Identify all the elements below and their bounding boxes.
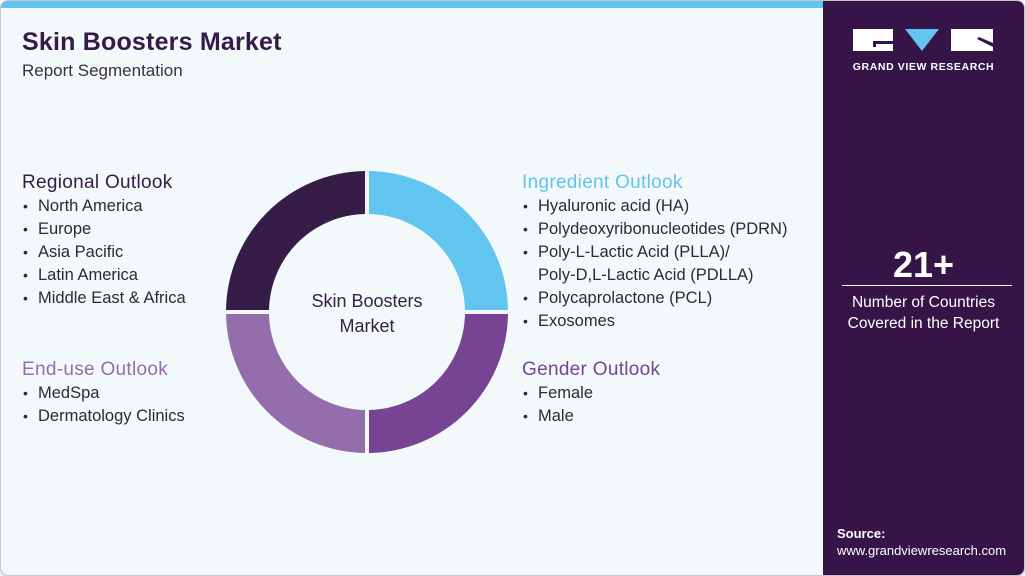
bullet-icon: •	[523, 221, 528, 237]
stat-divider	[842, 285, 1012, 286]
regional-outlook-group: Regional Outlook • North America • Europe …	[22, 171, 186, 310]
bullet-icon: •	[23, 221, 28, 237]
bullet-icon: •	[523, 385, 528, 401]
bullet-icon: •	[23, 267, 28, 283]
ingredient-outlook-group: Ingredient Outlook • Hyaluronic acid (HA)…	[522, 171, 787, 333]
list-item: • MedSpa	[22, 382, 185, 405]
list-item: • Male	[522, 405, 660, 428]
list-item: • North America	[22, 195, 186, 218]
bullet-icon: •	[23, 385, 28, 401]
ingredient-outlook-title: Ingredient Outlook	[522, 172, 683, 193]
regional-outlook-list: • North America • Europe • Asia Pacific • La…	[22, 195, 186, 310]
list-item: • Polydeoxyribonucleotides (PDRN)	[522, 218, 787, 241]
donut-center-label: Skin Boosters Market	[311, 291, 423, 336]
bullet-icon: •	[523, 244, 528, 260]
accent-bar	[1, 1, 823, 8]
source-url: www.grandviewresearch.com	[837, 543, 1007, 558]
gender-outlook-list: • Female • Male	[522, 382, 660, 428]
bullet-icon: •	[23, 244, 28, 260]
page-subtitle: Report Segmentation	[22, 61, 183, 80]
segmentation-donut	[226, 171, 508, 453]
gender-outlook-title: Gender Outlook	[522, 359, 661, 380]
bullet-icon: •	[23, 198, 28, 214]
stat-value: 21+	[892, 244, 955, 285]
grand-view-research-logo-icon	[853, 29, 993, 51]
ingredient-outlook-list: • Hyaluronic acid (HA) • Polydeoxyribonucl…	[522, 195, 787, 333]
bullet-icon: •	[23, 408, 28, 424]
list-item: • Hyaluronic acid (HA)	[522, 195, 787, 218]
list-item: • Latin America	[22, 264, 186, 287]
page-title: Skin Boosters Market	[22, 28, 282, 56]
logo-text: GRAND VIEW RESEARCH	[852, 61, 995, 73]
donut-segment-ingredient	[369, 171, 508, 310]
list-item: • Middle East & Africa	[22, 287, 186, 310]
donut-segment-gender	[369, 314, 508, 453]
gender-outlook-group: Gender Outlook • Female • Male	[522, 358, 660, 428]
list-item: • Exosomes	[522, 310, 787, 333]
end-use-outlook-title: End-use Outlook	[22, 359, 169, 380]
bullet-icon: •	[523, 290, 528, 306]
bullet-icon: •	[23, 290, 28, 306]
list-item: • Female	[522, 382, 660, 405]
source-label: Source:	[837, 526, 886, 541]
donut-segment-end-use	[226, 314, 365, 453]
bullet-icon: •	[523, 408, 528, 424]
regional-outlook-title: Regional Outlook	[22, 172, 173, 193]
end-use-outlook-group: End-use Outlook • MedSpa • Dermatology Cli…	[22, 358, 185, 428]
list-item-continuation: Poly-D,L-Lactic Acid (PDLLA)	[538, 266, 754, 284]
list-item: • Polycaprolactone (PCL)	[522, 287, 787, 310]
bullet-icon: •	[523, 313, 528, 329]
donut-segment-regional	[226, 171, 365, 310]
list-item: • Dermatology Clinics	[22, 405, 185, 428]
bullet-icon: •	[523, 198, 528, 214]
list-item: • Europe	[22, 218, 186, 241]
list-item: • Asia Pacific	[22, 241, 186, 264]
end-use-outlook-list: • MedSpa • Dermatology Clinics	[22, 382, 185, 428]
stat-label: Number of Countries Covered in the Repor…	[847, 294, 1000, 332]
list-item: • Poly-L-Lactic Acid (PLLA)/	[522, 241, 787, 264]
sidebar: GRAND VIEW RESEARCH 21+ Number of Countr…	[823, 1, 1024, 575]
